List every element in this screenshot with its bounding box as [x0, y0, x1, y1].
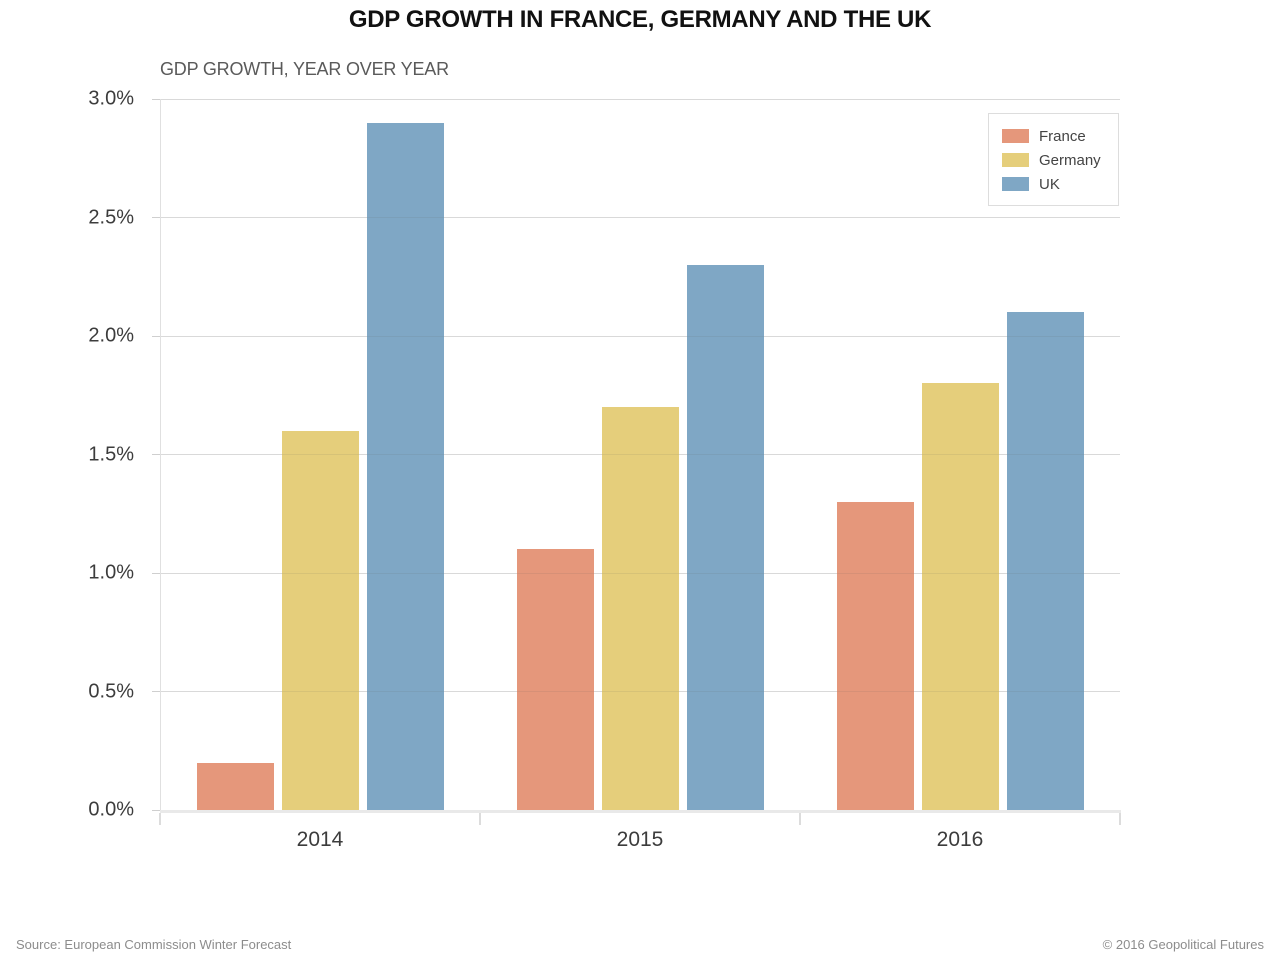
source-text: Source: European Commission Winter Forec…	[16, 937, 292, 952]
bar-group-2015	[516, 99, 764, 810]
x-tick-label-2015: 2015	[616, 828, 664, 851]
bar-uk-2016[interactable]	[1006, 312, 1084, 810]
y-tick-label: 2.0%	[88, 324, 134, 347]
y-tick	[152, 98, 160, 100]
bar-germany-2016[interactable]	[921, 383, 999, 810]
legend-item-uk[interactable]: UK	[1002, 172, 1106, 196]
legend: France Germany UK	[988, 113, 1119, 206]
bar-uk-2014[interactable]	[366, 122, 444, 810]
bar-france-2014[interactable]	[196, 762, 274, 810]
y-tick	[152, 454, 160, 455]
legend-label-france: France	[1039, 127, 1086, 145]
legend-swatch-germany	[1002, 153, 1029, 167]
bar-france-2016[interactable]	[836, 501, 914, 810]
plot-area	[160, 98, 1120, 810]
x-tick	[1119, 813, 1121, 825]
x-tick	[159, 813, 161, 825]
x-tick-label-2016: 2016	[936, 828, 984, 851]
legend-swatch-france	[1002, 129, 1029, 143]
x-tick	[479, 813, 481, 825]
bars-layer	[160, 99, 1120, 810]
y-tick	[152, 809, 160, 811]
bar-germany-2015[interactable]	[601, 407, 679, 810]
x-tick-label-2014: 2014	[296, 828, 344, 851]
y-tick-label: 1.5%	[88, 443, 134, 465]
y-tick-label: 2.5%	[88, 206, 134, 228]
legend-label-germany: Germany	[1039, 151, 1101, 169]
y-tick	[152, 335, 160, 337]
legend-label-uk: UK	[1039, 175, 1060, 193]
y-tick-label: 0.0%	[88, 798, 134, 821]
bar-germany-2014[interactable]	[281, 430, 359, 810]
y-tick	[152, 217, 160, 218]
legend-swatch-uk	[1002, 177, 1029, 191]
x-axis-line	[160, 810, 1121, 813]
y-tick	[152, 691, 160, 692]
y-tick-label: 1.0%	[88, 561, 134, 584]
y-tick-label: 0.5%	[88, 680, 134, 702]
y-axis-line	[160, 99, 161, 810]
legend-item-france[interactable]: France	[1002, 124, 1106, 148]
y-tick	[152, 572, 160, 574]
bar-group-2014	[196, 99, 444, 810]
chart-subtitle: GDP GROWTH, YEAR OVER YEAR	[160, 59, 449, 79]
legend-item-germany[interactable]: Germany	[1002, 148, 1106, 172]
y-tick-label: 3.0%	[88, 87, 134, 110]
chart-title: GDP GROWTH IN FRANCE, GERMANY AND THE UK	[348, 6, 932, 33]
bar-uk-2015[interactable]	[686, 264, 764, 810]
copyright-text: © 2016 Geopolitical Futures	[1102, 937, 1264, 952]
x-tick	[799, 813, 801, 825]
bar-france-2015[interactable]	[516, 549, 594, 810]
